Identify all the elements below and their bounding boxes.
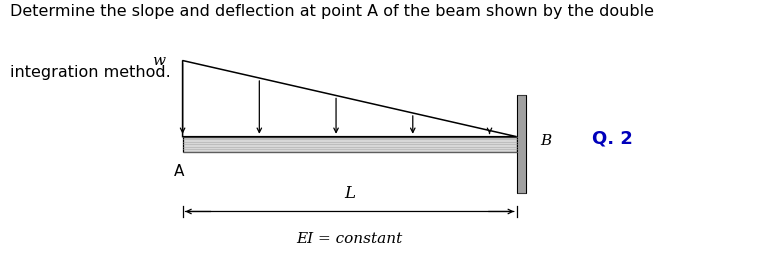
Polygon shape (517, 95, 526, 193)
Text: L: L (344, 185, 355, 202)
Text: B: B (540, 134, 551, 149)
Text: Q. 2: Q. 2 (592, 130, 633, 148)
Text: integration method.: integration method. (10, 65, 171, 80)
Text: Determine the slope and deflection at point A of the beam shown by the double: Determine the slope and deflection at po… (10, 4, 654, 19)
Polygon shape (183, 137, 517, 152)
Text: EI = constant: EI = constant (297, 232, 402, 246)
Text: w: w (152, 54, 166, 67)
Text: A: A (173, 164, 184, 179)
